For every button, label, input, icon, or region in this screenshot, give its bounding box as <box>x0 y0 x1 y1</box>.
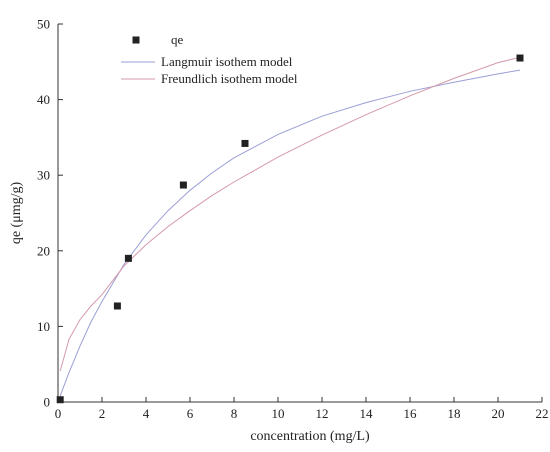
plot-area <box>57 24 542 403</box>
x-axis-title: concentration (mg/L) <box>250 429 370 444</box>
y-tick-label: 30 <box>37 168 50 183</box>
x-tick-label: 4 <box>143 406 150 421</box>
x-tick-label: 14 <box>360 406 374 421</box>
x-tick-label: 10 <box>272 406 285 421</box>
x-axis-ticks: 0 2 4 6 8 10 12 14 16 18 20 22 <box>55 397 549 421</box>
x-tick-label: 20 <box>492 406 505 421</box>
legend-label-1: Langmuir isothem model <box>161 54 293 69</box>
legend: qe Langmuir isothem model Freundlich isoth… <box>121 32 298 86</box>
x-tick-label: 22 <box>536 406 549 421</box>
y-tick-label: 40 <box>37 92 50 107</box>
x-tick-label: 0 <box>55 406 62 421</box>
data-point <box>179 181 187 189</box>
data-point <box>56 396 64 404</box>
x-tick-label: 2 <box>99 406 106 421</box>
legend-marker-0 <box>132 36 140 44</box>
legend-label-2: Freundlich isothem model <box>161 71 298 86</box>
y-tick-label: 20 <box>37 243 50 258</box>
data-point <box>124 254 132 262</box>
series-points <box>56 54 524 404</box>
y-tick-label: 10 <box>37 319 50 334</box>
y-axis-ticks: 0 10 20 30 40 50 <box>37 17 63 410</box>
legend-label-0: qe <box>171 32 184 47</box>
x-tick-label: 18 <box>448 406 461 421</box>
plot-frame <box>57 24 542 403</box>
x-tick-label: 6 <box>187 406 194 421</box>
x-tick-label: 8 <box>231 406 238 421</box>
y-axis-title: qe (μmg/g) <box>9 182 24 245</box>
series-lines <box>59 56 521 397</box>
data-point <box>113 302 121 310</box>
data-point <box>516 54 524 62</box>
x-tick-label: 12 <box>316 406 329 421</box>
y-tick-label: 50 <box>37 17 50 32</box>
x-tick-label: 16 <box>404 406 418 421</box>
series-line-1 <box>59 69 521 397</box>
series-line-2 <box>59 56 521 372</box>
y-tick-label: 0 <box>44 395 51 410</box>
data-point <box>241 139 249 147</box>
